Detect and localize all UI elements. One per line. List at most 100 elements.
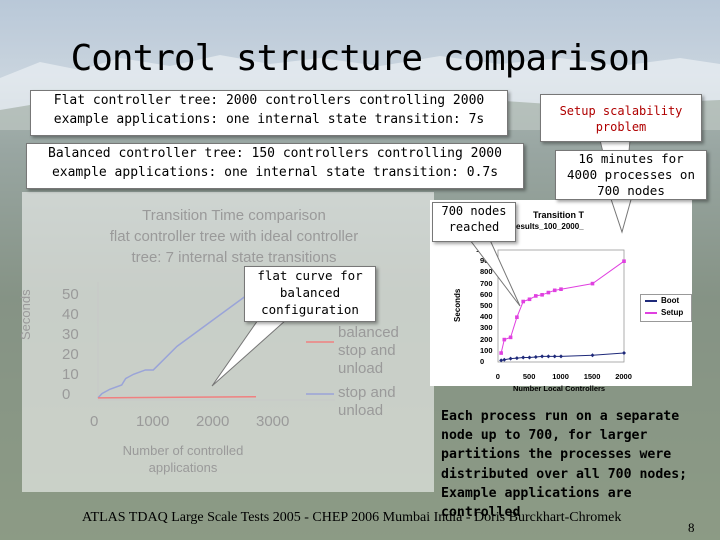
setup-point <box>559 287 563 291</box>
boot-point <box>502 357 507 362</box>
left-chart-title-1: Transition Time comparison <box>142 207 326 224</box>
left-ytick: 50 <box>62 286 79 303</box>
sixteen-minutes-callout: 16 minutes for 4000 processes on 700 nod… <box>555 150 707 200</box>
setup-point <box>540 293 544 297</box>
note-line4: distributed over all 700 nodes; <box>441 466 688 482</box>
process-distribution-note: Each process run on a separate node up t… <box>441 407 717 522</box>
note-line5: Example applications are controlled <box>441 485 632 521</box>
page-number: 8 <box>688 520 695 535</box>
boot-point <box>527 355 532 360</box>
right-ytick: 300 <box>480 323 493 333</box>
setup-line1: Setup scalability <box>559 104 683 118</box>
right-xtick: 0 <box>495 372 500 381</box>
legend-setup-swatch <box>645 312 657 314</box>
left-ytick: 30 <box>62 326 79 343</box>
boot-point <box>499 358 504 363</box>
right-ytick: 800 <box>480 267 493 277</box>
nodes-line1: 700 nodes <box>441 204 507 218</box>
note-line1: Each process run on a separate <box>441 409 680 424</box>
setup-point <box>521 299 525 304</box>
left-xtick: 3000 <box>256 413 290 430</box>
left-ytick: 0 <box>62 386 71 403</box>
boot-point <box>508 356 513 361</box>
right-chart-xlabel: Number Local Controllers <box>513 384 606 393</box>
boot-point <box>559 354 563 359</box>
balanced-tree-callout: Balanced controller tree: 150 controller… <box>26 143 524 189</box>
minutes-line2: 4000 processes on <box>567 167 695 182</box>
legend-stop-2: unload <box>338 402 384 419</box>
left-chart-xlabel-1: Number of controlled <box>122 443 244 458</box>
right-chart-subtitle: esults_100_2000_ <box>516 222 584 231</box>
setup-scalability-callout: Setup scalability problem <box>540 94 702 142</box>
nodes-reached-callout: 700 nodes reached <box>432 202 516 242</box>
boot-point <box>590 353 595 358</box>
right-ytick: 100 <box>480 345 493 355</box>
flat-curve-line3: configuration <box>261 302 359 317</box>
minutes-line1: 16 minutes for <box>578 151 684 166</box>
setup-point <box>546 290 551 295</box>
setup-point <box>527 297 532 302</box>
right-ytick: 700 <box>480 278 493 288</box>
setup-point <box>499 351 503 355</box>
legend-balanced-3: unload <box>338 360 384 377</box>
right-plot-area <box>497 249 625 363</box>
legend-stop-1: stop and <box>338 384 396 401</box>
boot-point <box>622 351 626 356</box>
setup-point <box>622 259 626 263</box>
setup-point <box>552 288 557 293</box>
left-chart-xlabel-2: applications <box>148 460 218 475</box>
setup-point <box>502 337 507 342</box>
left-chart-title-3: tree: 7 internal state transitions <box>131 249 337 266</box>
flat-tree-line1: Flat controller tree: 2000 controllers c… <box>53 93 485 108</box>
legend-boot-swatch <box>645 300 657 302</box>
balanced-tree-line2: example applications: one internal state… <box>51 165 499 180</box>
right-xtick: 500 <box>522 372 536 381</box>
setup-point <box>534 294 538 298</box>
right-ytick: 200 <box>480 334 493 344</box>
flat-curve-line2: balanced <box>279 285 341 300</box>
setup-line2: problem <box>595 120 647 134</box>
left-ytick: 40 <box>62 306 79 323</box>
left-ytick: 20 <box>62 346 79 363</box>
setup-point <box>515 315 519 319</box>
slide-footer: ATLAS TDAQ Large Scale Tests 2005 - CHEP… <box>82 510 622 525</box>
flat-tree-line2: example applications: one internal state… <box>53 112 485 127</box>
right-chart-legend: Boot Setup <box>640 294 692 322</box>
setup-point <box>508 335 513 340</box>
flat-curve-callout: flat curve for balanced configuration <box>244 266 376 322</box>
right-ytick: 400 <box>480 312 493 322</box>
boot-point <box>546 354 551 359</box>
flat-curve-line1: flat curve for <box>257 268 363 283</box>
left-xtick: 0 <box>90 413 99 430</box>
left-series-line-0 <box>97 287 257 399</box>
right-xtick: 1000 <box>552 372 569 381</box>
left-xtick: 2000 <box>196 413 230 430</box>
flat-tree-callout: Flat controller tree: 2000 controllers c… <box>30 90 508 136</box>
minutes-line3: 700 nodes <box>597 183 665 198</box>
note-line2: node up to 700, for larger <box>441 428 648 444</box>
legend-balanced-2: stop and <box>338 342 396 359</box>
left-series-line-1 <box>97 396 257 399</box>
right-xtick: 1500 <box>583 372 601 381</box>
boot-point <box>514 356 519 361</box>
left-xtick: 1000 <box>136 413 170 430</box>
left-chart-panel <box>22 192 434 492</box>
boot-point <box>552 354 557 359</box>
right-ytick: 0 <box>480 357 485 366</box>
legend-boot-label: Boot <box>661 296 680 305</box>
boot-point <box>540 354 545 359</box>
setup-point <box>590 281 595 286</box>
boot-point <box>533 354 538 359</box>
boot-point <box>521 355 526 360</box>
left-chart-title-2: flat controller tree with ideal controll… <box>109 228 359 245</box>
slide-title: Control structure comparison <box>70 38 651 79</box>
right-ytick: 500 <box>480 301 493 310</box>
right-ytick: 600 <box>480 289 493 299</box>
legend-setup-label: Setup <box>661 308 684 317</box>
legend-balanced-1: balanced <box>338 324 399 341</box>
note-line3: partitions the processes were <box>441 447 672 463</box>
right-chart-title: Transition T <box>533 210 585 220</box>
left-ytick: 10 <box>62 366 79 383</box>
